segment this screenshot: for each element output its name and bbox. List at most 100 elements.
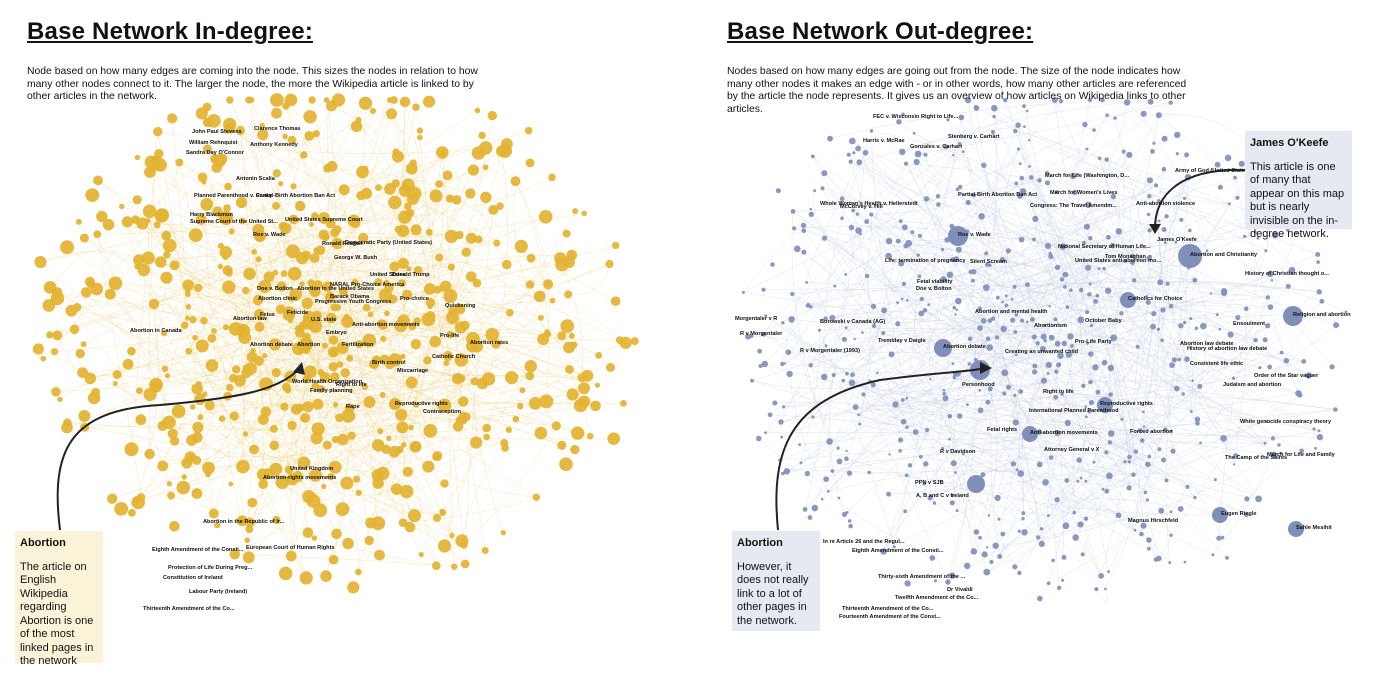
network-node xyxy=(1017,193,1023,199)
edge xyxy=(822,188,1110,403)
network-node xyxy=(1016,147,1021,151)
network-node xyxy=(1154,183,1159,188)
network-node xyxy=(405,376,418,389)
network-node xyxy=(841,378,845,383)
network-node xyxy=(137,493,146,502)
network-node xyxy=(1018,389,1024,394)
network-node xyxy=(986,344,993,351)
network-node xyxy=(242,286,250,295)
edge xyxy=(258,282,387,301)
network-node xyxy=(1028,139,1031,142)
network-node xyxy=(1126,485,1132,491)
network-node xyxy=(148,298,160,310)
network-node xyxy=(1020,318,1025,323)
network-node xyxy=(481,547,489,554)
network-node xyxy=(850,372,855,378)
edge xyxy=(442,152,497,244)
network-node xyxy=(1040,377,1047,384)
network-node xyxy=(1184,152,1190,158)
edge xyxy=(902,399,1130,463)
edge xyxy=(1074,324,1337,513)
network-node xyxy=(1316,434,1324,441)
edge xyxy=(246,226,284,541)
network-node xyxy=(379,354,390,365)
node-label: Sahle Mesihit xyxy=(1296,525,1332,531)
network-node xyxy=(1177,357,1182,362)
edge xyxy=(323,355,599,487)
edge xyxy=(765,243,909,433)
network-node xyxy=(895,238,901,244)
network-node xyxy=(994,494,1001,502)
edge xyxy=(1153,305,1247,314)
network-node xyxy=(480,191,492,203)
network-node xyxy=(955,509,959,513)
node-label: Abortion debate xyxy=(943,344,986,350)
network-node xyxy=(948,437,951,441)
network-node xyxy=(1104,450,1109,455)
edge xyxy=(852,140,1100,269)
network-node xyxy=(775,188,781,194)
edge xyxy=(1021,239,1060,588)
edge xyxy=(242,166,333,222)
edge xyxy=(419,137,464,545)
network-node xyxy=(75,218,82,225)
network-node xyxy=(910,230,915,235)
network-node xyxy=(300,416,306,422)
node-label: A, B and C v Ireland xyxy=(916,493,969,499)
network-node xyxy=(978,388,982,392)
network-node xyxy=(918,454,923,459)
network-node xyxy=(269,424,278,433)
network-node xyxy=(764,314,768,318)
network-node xyxy=(1056,362,1062,368)
network-node xyxy=(487,110,497,121)
network-node xyxy=(913,158,920,166)
network-node xyxy=(408,322,417,331)
network-node xyxy=(416,127,424,134)
edge xyxy=(743,214,812,293)
network-node xyxy=(327,473,335,481)
network-node xyxy=(750,378,754,383)
edge xyxy=(200,331,242,418)
node-label: Catholics for Choice xyxy=(1128,296,1182,302)
network-node xyxy=(1002,391,1007,396)
network-node xyxy=(142,204,157,219)
network-node xyxy=(301,297,313,309)
edge xyxy=(954,280,1272,375)
network-node xyxy=(360,187,373,199)
network-node xyxy=(861,331,864,334)
edge xyxy=(333,150,506,367)
edge xyxy=(780,240,890,423)
node-label: Abortion clinic xyxy=(258,296,297,302)
edge xyxy=(1022,191,1068,308)
network-node xyxy=(309,285,321,297)
network-node xyxy=(1018,162,1022,166)
network-node xyxy=(444,229,458,243)
edge xyxy=(991,429,1166,563)
edge xyxy=(999,528,1042,557)
network-node xyxy=(798,443,801,447)
network-node xyxy=(914,150,922,158)
edge xyxy=(330,476,360,573)
network-node xyxy=(104,288,116,300)
network-node xyxy=(817,328,821,332)
network-node xyxy=(271,107,282,119)
network-node xyxy=(1194,326,1199,331)
network-node xyxy=(1146,255,1152,261)
network-node xyxy=(236,459,250,474)
network-node xyxy=(397,257,409,269)
edge xyxy=(947,158,1100,583)
edge xyxy=(812,258,957,418)
network-node xyxy=(870,382,876,388)
edge xyxy=(967,231,1177,389)
network-node xyxy=(1168,303,1174,309)
network-node xyxy=(1021,511,1026,516)
edge xyxy=(979,327,1142,535)
network-node xyxy=(1048,254,1054,260)
network-node xyxy=(295,328,305,338)
network-node xyxy=(757,348,762,354)
network-node xyxy=(271,368,281,378)
network-node xyxy=(906,299,909,302)
network-node xyxy=(389,261,400,272)
edge xyxy=(1022,191,1175,361)
node-label: March for Women's Lives xyxy=(1050,190,1117,196)
